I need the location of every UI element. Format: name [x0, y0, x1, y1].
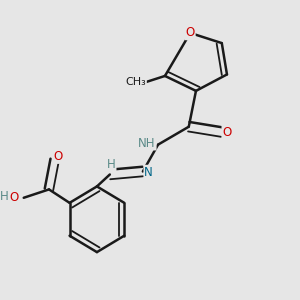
Text: N: N [144, 166, 153, 178]
Text: O: O [9, 191, 19, 204]
Text: CH₃: CH₃ [125, 77, 146, 87]
Text: H: H [0, 190, 9, 203]
Text: NH: NH [138, 136, 156, 150]
Text: O: O [53, 150, 62, 163]
Text: H: H [107, 158, 116, 171]
Text: O: O [222, 126, 232, 139]
Text: O: O [186, 26, 195, 39]
